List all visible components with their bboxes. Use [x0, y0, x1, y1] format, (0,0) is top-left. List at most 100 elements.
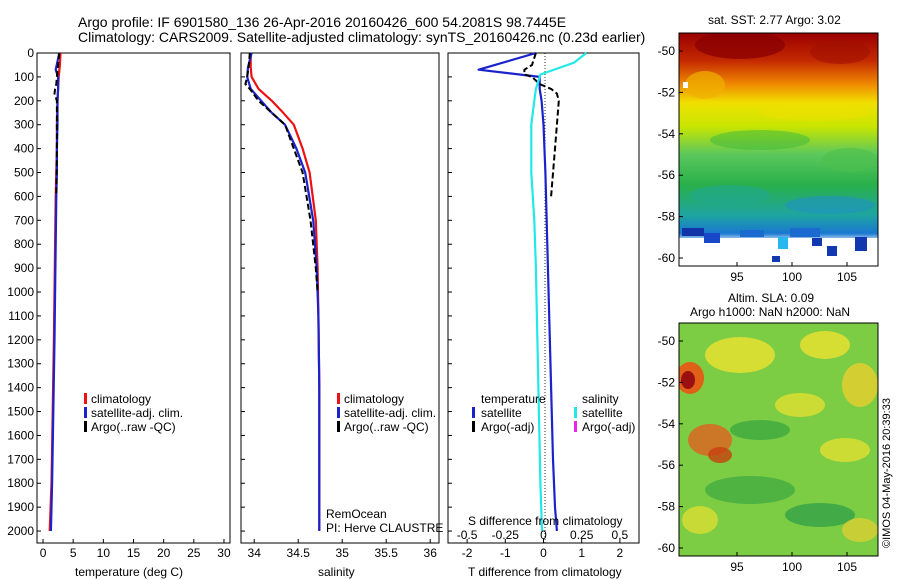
difference-x-tick-label: 0: [540, 546, 547, 560]
sst-map-title: sat. SST: 2.77 Argo: 3.02: [708, 13, 841, 27]
depth-tick-label: 1100: [8, 309, 34, 323]
difference-x-tick-label: -2: [462, 546, 473, 560]
salinity-xlabel: salinity: [318, 565, 355, 579]
depth-tick-label: 700: [14, 213, 34, 227]
sla-y-tick-label: -58: [658, 500, 676, 514]
sst-x-tick-label: 105: [837, 270, 857, 284]
difference-panel: -2 -1 0 1 2 T difference from climatology S …: [447, 51, 640, 579]
temperature-plot-frame: [36, 52, 231, 544]
sst-map-texture: [679, 33, 878, 266]
s-difference-tick-label: -0.5: [457, 528, 478, 542]
legend-label-s-satellite: satellite: [582, 406, 623, 420]
temperature-x-axis: 0 5 10 15 20 25 30: [40, 539, 231, 560]
s-difference-tick-label: 0.25: [570, 528, 594, 542]
depth-tick-label: 1300: [7, 357, 34, 371]
legend-label-t-satellite: satellite: [481, 406, 522, 420]
temperature-x-tick-label: 5: [70, 546, 77, 560]
credit-text: ©IMOS 04-May-2016 20:39:33: [881, 398, 893, 548]
legend-label-satellite: satellite-adj. clim.: [91, 406, 183, 420]
sst-y-tick-label: -50: [658, 44, 676, 58]
series-line-satellite-adj-clim-: [246, 52, 321, 531]
salinity-lines: [244, 52, 321, 531]
depth-tick-label: 1000: [7, 285, 34, 299]
sla-x-tick-label: 105: [837, 560, 857, 574]
legend-label-climatology: climatology: [91, 392, 151, 406]
legend-title-temperature: temperature: [481, 392, 546, 406]
sst-map-frame: [678, 32, 879, 267]
legend-swatch-t-argo: [472, 421, 475, 432]
pi-note: PI: Herve CLAUSTRE: [326, 521, 443, 535]
depth-tick-label: 2000: [7, 524, 34, 538]
platform-note: RemOcean: [326, 507, 387, 521]
legend-swatch-argo: [337, 421, 340, 432]
sst-x-tick-label: 95: [730, 270, 744, 284]
salinity-plot-frame: [240, 52, 440, 544]
sst-y-tick-label: -54: [658, 127, 676, 141]
sla-map-title: Altim. SLA: 0.09: [728, 291, 814, 305]
temperature-x-tick-label: 25: [187, 546, 201, 560]
depth-tick-label: 200: [14, 94, 34, 108]
legend-swatch-climatology: [337, 393, 340, 404]
depth-axis: 0 100 200 300 400 500 600 700 800 900 1000 1100 1200…: [7, 46, 41, 538]
legend-label-argo: Argo(..raw -QC): [344, 420, 429, 434]
salinity-x-tick-label: 34: [248, 546, 262, 560]
series-line-temperature-argo-adj-: [523, 52, 560, 197]
depth-tick-label: 800: [14, 237, 34, 251]
depth-tick-label: 1500: [7, 405, 34, 419]
salinity-x-tick-label: 35: [336, 546, 350, 560]
depth-tick-label: 400: [14, 142, 34, 156]
sst-map-axes: -50 -52 -54 -56 -58 -60 95 100 105: [658, 44, 858, 284]
legend-swatch-satellite: [84, 407, 87, 418]
sst-y-tick-label: -52: [658, 85, 676, 99]
depth-tick-label: 1400: [7, 381, 34, 395]
depth-tick-label: 900: [14, 261, 34, 275]
temperature-x-tick-label: 0: [40, 546, 47, 560]
legend-label-argo: Argo(..raw -QC): [91, 420, 176, 434]
salinity-depth-ticks: [241, 52, 245, 532]
temperature-x-tick-label: 15: [127, 546, 141, 560]
depth-tick-label: 1700: [7, 452, 34, 466]
depth-tick-label: 300: [14, 118, 34, 132]
temperature-x-tick-label: 10: [97, 546, 111, 560]
sla-map-axes: -50 -52 -54 -56 -58 -60 95 100 105: [658, 334, 858, 574]
s-difference-tick-label: 0: [540, 528, 547, 542]
depth-tick-label: 0: [27, 46, 34, 60]
sla-x-tick-label: 95: [730, 560, 744, 574]
salinity-legend: climatology satellite-adj. clim. Argo(..…: [337, 392, 436, 434]
legend-title-salinity: salinity: [582, 392, 619, 406]
difference-depth-ticks: [448, 52, 452, 532]
salinity-x-tick-label: 35.5: [375, 546, 399, 560]
temperature-panel: 0100200300400500600700800900100011001200…: [7, 46, 231, 579]
sla-map-panel: Altim. SLA: 0.09 Argo h1000: NaN h2000: …: [658, 291, 879, 574]
sst-y-tick-label: -58: [658, 210, 676, 224]
legend-swatch-t-satellite: [472, 407, 475, 418]
figure-title: Argo profile: IF 6901580_136 26-Apr-2016…: [78, 14, 566, 30]
s-difference-ticks: -0.5 -0.25 0 0.25 0.5: [457, 528, 629, 542]
sst-y-tick-label: -60: [658, 251, 676, 265]
legend-label-t-argo: Argo(-adj): [481, 420, 534, 434]
salinity-x-tick-label: 36: [424, 546, 438, 560]
salinity-panel: 34 34.5 35 35.5 36 salinity climatology sate…: [240, 52, 443, 579]
depth-tick-label: 1900: [7, 500, 34, 514]
difference-x-tick-label: 1: [578, 546, 585, 560]
depth-tick-label: 600: [14, 189, 34, 203]
temperature-x-tick-label: 30: [217, 546, 231, 560]
salinity-x-tick-label: 34.5: [287, 546, 311, 560]
depth-tick-label: 100: [14, 70, 34, 84]
legend-swatch-climatology: [84, 393, 87, 404]
sla-map-frame: [678, 322, 879, 557]
series-line-salinity-satellite: [530, 52, 587, 532]
sla-y-tick-label: -60: [658, 541, 676, 555]
legend-label-satellite: satellite-adj. clim.: [344, 406, 436, 420]
sla-y-tick-label: -54: [658, 417, 676, 431]
difference-x-axis: -2 -1 0 1 2: [462, 539, 624, 560]
legend-swatch-argo: [84, 421, 87, 432]
series-line-argo-raw-qc-: [53, 52, 61, 197]
legend-swatch-satellite: [337, 407, 340, 418]
temperature-lines: [48, 52, 62, 532]
temperature-legend: climatology satellite-adj. clim. Argo(..…: [84, 392, 183, 434]
depth-tick-label: 1600: [7, 428, 34, 442]
difference-x-tick-label: 2: [617, 546, 624, 560]
figure-subtitle: Climatology: CARS2009. Satellite-adjuste…: [78, 29, 645, 45]
